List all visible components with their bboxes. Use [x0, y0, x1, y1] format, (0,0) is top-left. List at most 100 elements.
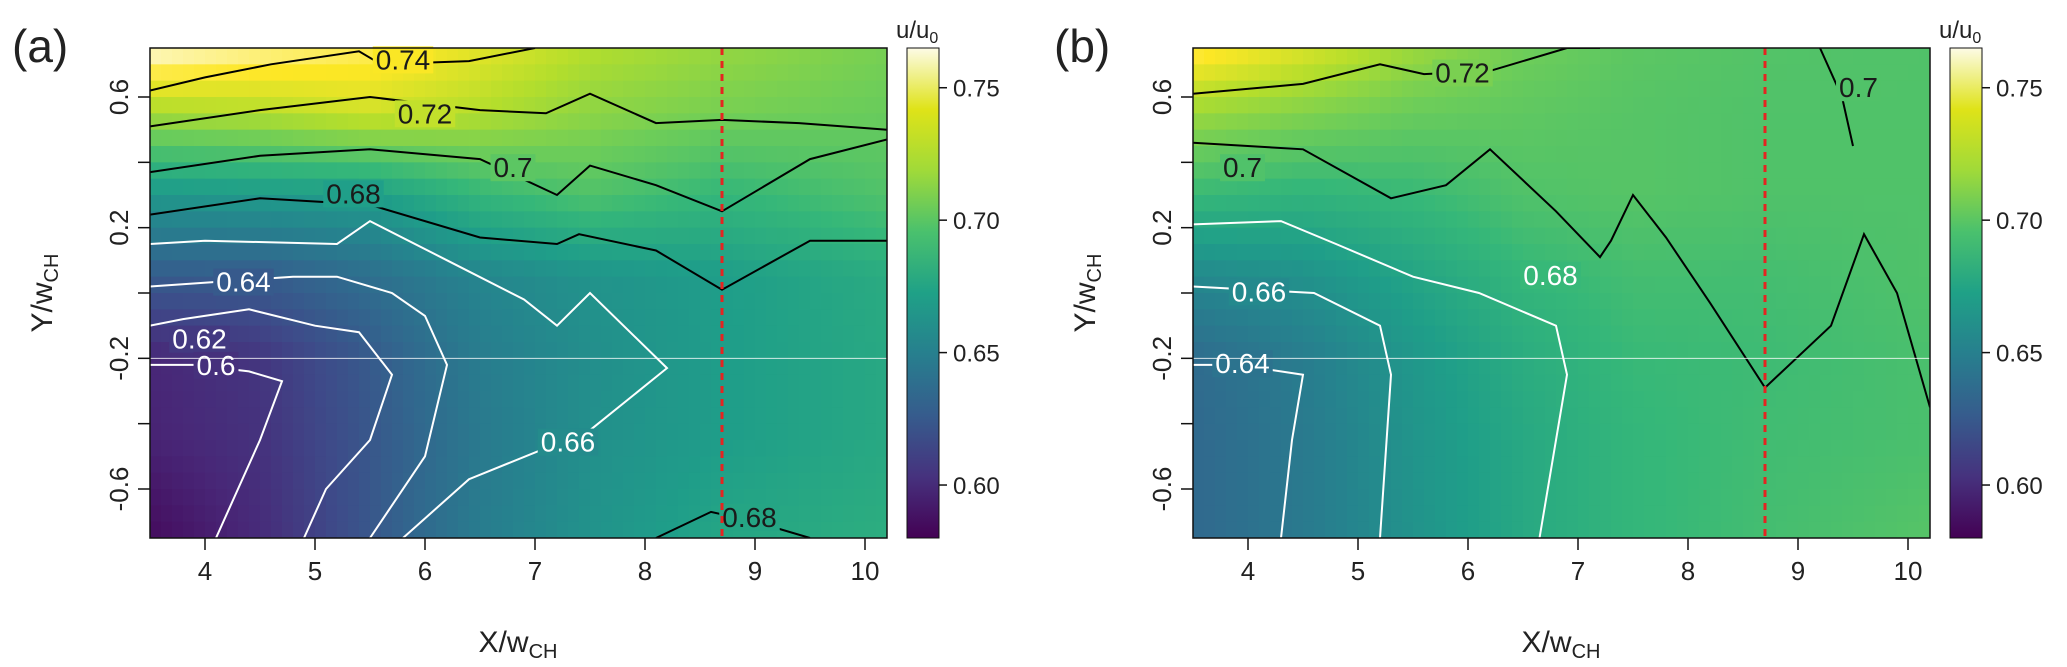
- heatmap-cell: [1534, 244, 1546, 261]
- heatmap-cell: [1534, 521, 1546, 538]
- heatmap-cell: [326, 293, 338, 310]
- heatmap-cell: [1600, 374, 1612, 392]
- heatmap-cell: [1611, 64, 1623, 82]
- heatmap-cell: [1248, 309, 1260, 327]
- heatmap-cell: [1776, 244, 1788, 261]
- contour-line: [150, 197, 887, 291]
- heatmap-cell: [1644, 162, 1656, 180]
- heatmap-cell: [1809, 374, 1821, 392]
- y-tick-label: 0.6: [104, 79, 134, 115]
- heatmap-cell: [1336, 358, 1348, 376]
- heatmap-cell: [1413, 358, 1425, 376]
- heatmap-cell: [436, 178, 448, 196]
- heatmap-cell: [1523, 391, 1535, 408]
- heatmap-cell: [1699, 342, 1711, 359]
- heatmap-cell: [1292, 211, 1304, 229]
- heatmap-cell: [722, 113, 734, 131]
- heatmap-cell: [1589, 80, 1601, 98]
- heatmap-cell: [755, 456, 767, 474]
- heatmap-cell: [656, 97, 668, 114]
- heatmap-cell: [1512, 211, 1524, 229]
- heatmap-cell: [1578, 64, 1590, 82]
- heatmap-cell: [546, 227, 558, 245]
- heatmap-cell: [271, 309, 283, 327]
- heatmap-cell: [1809, 162, 1821, 180]
- heatmap-cell: [1611, 423, 1623, 441]
- heatmap-cell: [524, 97, 536, 114]
- heatmap-cell: [854, 260, 866, 278]
- heatmap-cell: [1842, 48, 1854, 65]
- heatmap-cell: [403, 293, 415, 310]
- heatmap-cell: [1820, 358, 1832, 376]
- heatmap-cell: [678, 195, 690, 212]
- heatmap-cell: [1886, 260, 1898, 278]
- heatmap-cell: [1886, 440, 1898, 457]
- heatmap-cell: [788, 423, 800, 441]
- heatmap-cell: [513, 195, 525, 212]
- heatmap-cell: [469, 472, 481, 490]
- heatmap-cell: [601, 358, 613, 376]
- heatmap-cell: [1897, 129, 1909, 147]
- heatmap-cell: [282, 162, 294, 180]
- heatmap-cell: [1644, 423, 1656, 441]
- heatmap-cell: [1545, 178, 1557, 196]
- heatmap-cell: [370, 162, 382, 180]
- heatmap-cell: [1424, 505, 1436, 523]
- heatmap-cell: [744, 260, 756, 278]
- heatmap-cell: [832, 146, 844, 163]
- heatmap-cell: [1490, 97, 1502, 114]
- heatmap-cell: [821, 309, 833, 327]
- heatmap-cell: [1292, 146, 1304, 163]
- heatmap-cell: [1655, 276, 1667, 294]
- heatmap-cell: [480, 211, 492, 229]
- heatmap-cell: [1754, 521, 1766, 538]
- heatmap-cell: [1490, 342, 1502, 359]
- heatmap-cell: [1776, 309, 1788, 327]
- heatmap-cell: [1908, 440, 1920, 457]
- heatmap-cell: [513, 521, 525, 538]
- heatmap-cell: [601, 391, 613, 408]
- heatmap-cell: [843, 64, 855, 82]
- heatmap-cell: [1248, 129, 1260, 147]
- heatmap-cell: [1666, 309, 1678, 327]
- heatmap-cell: [1292, 391, 1304, 408]
- heatmap-cell: [1534, 195, 1546, 212]
- heatmap-cell: [337, 505, 349, 523]
- heatmap-cell: [1809, 456, 1821, 474]
- heatmap-cell: [1358, 113, 1370, 131]
- heatmap-cell: [1633, 293, 1645, 310]
- heatmap-cell: [1578, 244, 1590, 261]
- heatmap-cell: [1215, 521, 1227, 538]
- heatmap-cell: [711, 309, 723, 327]
- heatmap-cell: [1809, 391, 1821, 408]
- heatmap-cell: [480, 391, 492, 408]
- heatmap-cell: [744, 227, 756, 245]
- heatmap-cell: [1534, 227, 1546, 245]
- heatmap-cell: [1754, 211, 1766, 229]
- heatmap-cell: [370, 358, 382, 376]
- heatmap-cell: [634, 129, 646, 147]
- heatmap-cell: [1215, 325, 1227, 343]
- heatmap-cell: [623, 244, 635, 261]
- heatmap-cell: [1677, 211, 1689, 229]
- heatmap-cell: [832, 80, 844, 98]
- heatmap-cell: [832, 162, 844, 180]
- heatmap-cell: [326, 211, 338, 229]
- heatmap-cell: [1666, 358, 1678, 376]
- heatmap-cell: [1413, 440, 1425, 457]
- heatmap-cell: [1281, 407, 1293, 425]
- heatmap-cell: [1490, 521, 1502, 538]
- heatmap-cell: [1897, 162, 1909, 180]
- heatmap-cell: [436, 489, 448, 506]
- heatmap-cell: [1820, 162, 1832, 180]
- heatmap-cell: [634, 407, 646, 425]
- heatmap-cell: [370, 113, 382, 131]
- heatmap-cell: [1402, 407, 1414, 425]
- heatmap-cell: [1468, 325, 1480, 343]
- heatmap-cell: [524, 391, 536, 408]
- heatmap-cell: [1776, 505, 1788, 523]
- heatmap-cell: [1611, 48, 1623, 65]
- heatmap-cell: [161, 129, 173, 147]
- heatmap-cell: [150, 309, 162, 327]
- heatmap-cell: [821, 342, 833, 359]
